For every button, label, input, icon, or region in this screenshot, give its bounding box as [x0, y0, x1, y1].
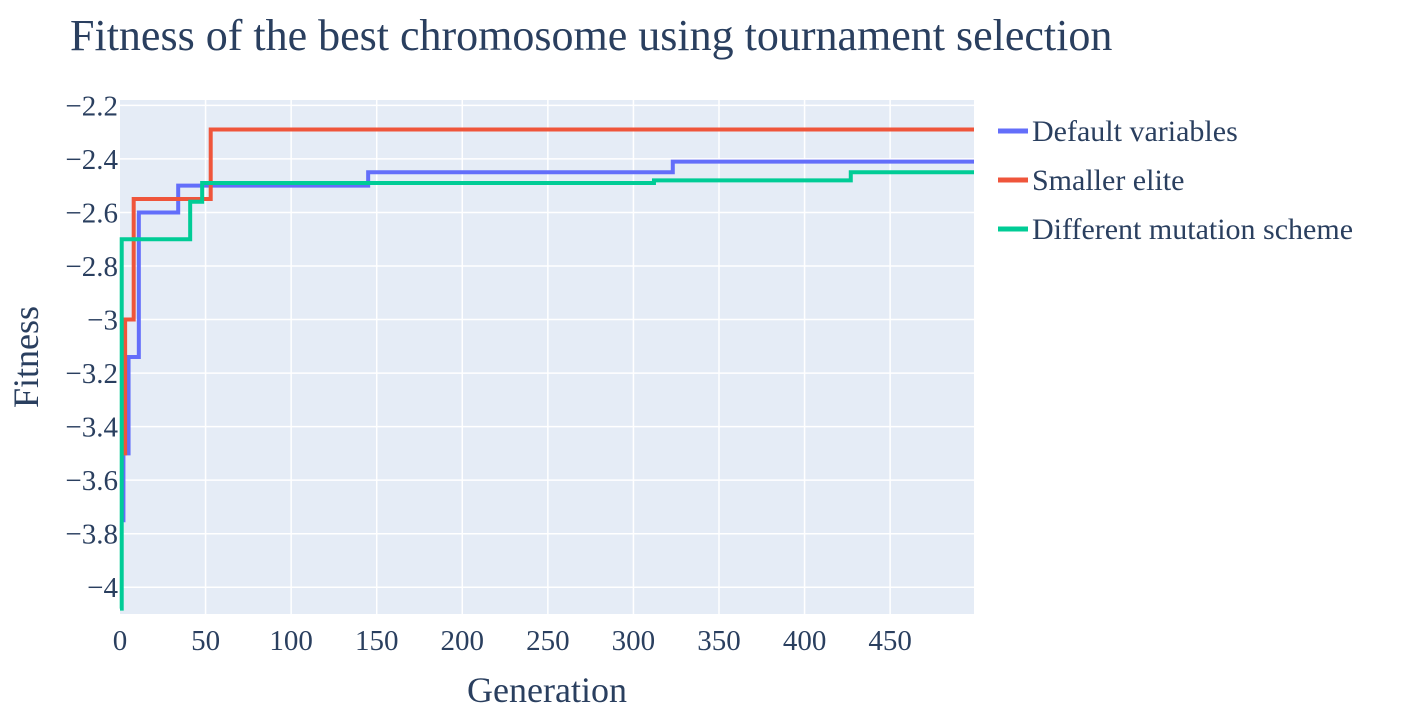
x-axis-title: Generation — [467, 670, 627, 710]
y-tick-label: −2.2 — [65, 90, 118, 122]
x-tick-label: 200 — [441, 625, 485, 657]
y-tick-label: −3.6 — [65, 465, 118, 497]
series-line-2[interactable] — [120, 127, 974, 456]
legend-label: Default variables — [1032, 115, 1238, 148]
y-axis-ticks: −2.2 −2.4 −2.6 −2.8 −3 −3.2 −3.4 −3.6 −3.8 −4 — [65, 90, 118, 604]
series-lines — [119, 127, 974, 611]
y-tick-label: −3.2 — [65, 358, 118, 390]
y-axis-title: Fitness — [6, 306, 46, 408]
x-tick-label: 100 — [269, 625, 313, 657]
legend[interactable]: Default variables Smaller elite Different … — [998, 115, 1353, 246]
y-tick-label: −2.8 — [65, 251, 118, 283]
series-line-3[interactable] — [119, 170, 974, 611]
x-axis-ticks: 0 50 100 150 200 250 300 350 400 450 — [113, 625, 912, 657]
x-tick-label: 350 — [697, 625, 741, 657]
legend-label: Smaller elite — [1032, 164, 1184, 197]
x-tick-label: 300 — [612, 625, 656, 657]
legend-item-2[interactable]: Smaller elite — [998, 164, 1184, 197]
y-tick-label: −4 — [87, 572, 118, 604]
y-tick-label: −2.4 — [65, 144, 118, 176]
chart-title: Fitness of the best chromosome using tou… — [70, 11, 1112, 60]
x-tick-label: 450 — [868, 625, 912, 657]
x-tick-label: 400 — [783, 625, 827, 657]
y-tick-label: −2.6 — [65, 197, 118, 229]
legend-label: Different mutation scheme — [1032, 213, 1353, 246]
legend-item-3[interactable]: Different mutation scheme — [998, 213, 1353, 246]
y-tick-label: −3.8 — [65, 519, 118, 551]
plot-area[interactable] — [120, 100, 974, 614]
x-tick-label: 0 — [113, 625, 128, 657]
legend-item-1[interactable]: Default variables — [998, 115, 1238, 148]
x-tick-label: 250 — [526, 625, 570, 657]
x-tick-label: 150 — [355, 625, 399, 657]
x-tick-label: 50 — [191, 625, 220, 657]
y-tick-label: −3 — [87, 305, 118, 337]
y-tick-label: −3.4 — [65, 412, 118, 444]
y-gridlines — [120, 104, 974, 588]
